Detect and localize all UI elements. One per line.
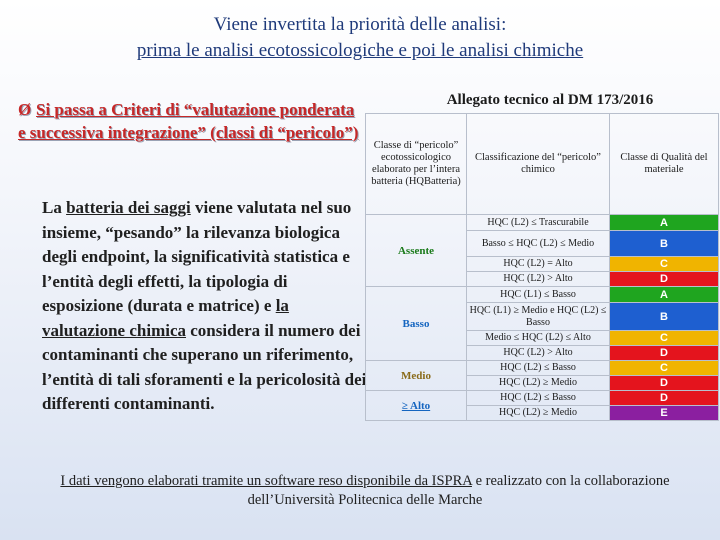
header-quality-class: Classe di Qualità del materiale bbox=[609, 113, 719, 215]
header-chemical-class: Classificazione del “pericolo” chimico bbox=[466, 113, 610, 215]
quality-class-cell: D bbox=[609, 271, 719, 287]
bullet-text: Si passa a Criteri di “valutazione ponde… bbox=[18, 100, 359, 142]
footer-text-1: I dati vengono elaborati tramite un soft… bbox=[60, 473, 472, 489]
table-row: HQC (L2) ≥ Medio D bbox=[366, 375, 719, 391]
classification-table: Classe di “pericolo” ecotossicologico el… bbox=[365, 113, 719, 421]
quality-class-cell: A bbox=[609, 214, 719, 231]
body-text-1: La bbox=[42, 198, 67, 217]
header-ecotox-class: Classe di “pericolo” ecotossicologico el… bbox=[365, 113, 467, 215]
chemical-class-cell: HQC (L1) ≤ Basso bbox=[466, 286, 610, 303]
table-row: Basso ≤ HQC (L2) ≤ Medio B bbox=[366, 230, 719, 257]
ecotox-level-cell: Medio bbox=[365, 360, 467, 391]
slide-title: Viene invertita la priorità delle analis… bbox=[0, 12, 720, 64]
body-text-5: considera il numero dei contaminanti che… bbox=[42, 320, 367, 414]
title-line-2: prima le analisi ecotossicologiche e poi… bbox=[136, 40, 584, 61]
chemical-class-cell: Basso ≤ HQC (L2) ≤ Medio bbox=[466, 230, 610, 257]
table-row: HQC (L1) ≥ Medio e HQC (L2) ≤ Basso B bbox=[366, 302, 719, 331]
chemical-class-cell: HQC (L2) = Alto bbox=[466, 256, 610, 272]
chemical-class-cell: HQC (L2) > Alto bbox=[466, 345, 610, 361]
ecotox-level-cell: Assente bbox=[365, 214, 467, 287]
chemical-class-cell: HQC (L2) ≥ Medio bbox=[466, 405, 610, 421]
table-row: Medio HQC (L2) ≤ Basso C bbox=[365, 360, 719, 391]
body-text-4: la valutazione chimica bbox=[42, 296, 289, 340]
chemical-class-cell: Medio ≤ HQC (L2) ≤ Alto bbox=[466, 330, 610, 346]
quality-class-cell: D bbox=[609, 345, 719, 361]
table-row: HQC (L2) = Alto C bbox=[366, 256, 719, 272]
bullet-point: Ø Si passa a Criteri di “valutazione pond… bbox=[18, 98, 363, 144]
chemical-class-cell: HQC (L2) ≤ Trascurabile bbox=[466, 214, 610, 231]
body-paragraph: La batteria dei saggi viene valutata nel… bbox=[42, 196, 372, 417]
chemical-class-cell: HQC (L2) ≤ Basso bbox=[466, 360, 610, 376]
table-row: Medio ≤ HQC (L2) ≤ Alto C bbox=[366, 330, 719, 346]
allegato-heading: Allegato tecnico al DM 173/2016 bbox=[446, 92, 654, 108]
quality-class-cell: C bbox=[609, 256, 719, 272]
quality-class-cell: B bbox=[609, 230, 719, 257]
table-row: HQC (L2) > Alto D bbox=[366, 345, 719, 361]
table-row: HQC (L2) ≥ Medio E bbox=[366, 405, 719, 421]
footer-note: I dati vengono elaborati tramite un soft… bbox=[30, 472, 700, 510]
table-row: Assente HQC (L2) ≤ Trascurabile A bbox=[365, 214, 719, 287]
quality-class-cell: C bbox=[609, 330, 719, 346]
footer-text-2: e realizzato con la collaborazione dell’… bbox=[247, 473, 670, 508]
quality-class-cell: A bbox=[609, 286, 719, 303]
chemical-class-cell: HQC (L2) ≤ Basso bbox=[466, 390, 610, 406]
chemical-class-cell: HQC (L2) > Alto bbox=[466, 271, 610, 287]
title-line-1: Viene invertita la priorità delle analis… bbox=[213, 14, 507, 35]
quality-class-cell: C bbox=[609, 360, 719, 376]
quality-class-cell: B bbox=[609, 302, 719, 331]
quality-class-cell: D bbox=[609, 390, 719, 406]
table-row: Basso HQC (L1) ≤ Basso A bbox=[365, 286, 719, 361]
body-text-2: batteria dei saggi bbox=[66, 198, 191, 217]
body-text-3: viene valutata nel suo insieme, “pesando… bbox=[42, 198, 352, 315]
table-row: ≥ Alto HQC (L2) ≤ Basso D bbox=[365, 390, 719, 421]
arrow-bullet-icon: Ø bbox=[18, 100, 32, 119]
quality-class-cell: E bbox=[609, 405, 719, 421]
chemical-class-cell: HQC (L1) ≥ Medio e HQC (L2) ≤ Basso bbox=[466, 302, 610, 331]
quality-class-cell: D bbox=[609, 375, 719, 391]
chemical-class-cell: HQC (L2) ≥ Medio bbox=[466, 375, 610, 391]
ecotox-level-cell: Basso bbox=[365, 286, 467, 361]
ecotox-level-cell: ≥ Alto bbox=[365, 390, 467, 421]
